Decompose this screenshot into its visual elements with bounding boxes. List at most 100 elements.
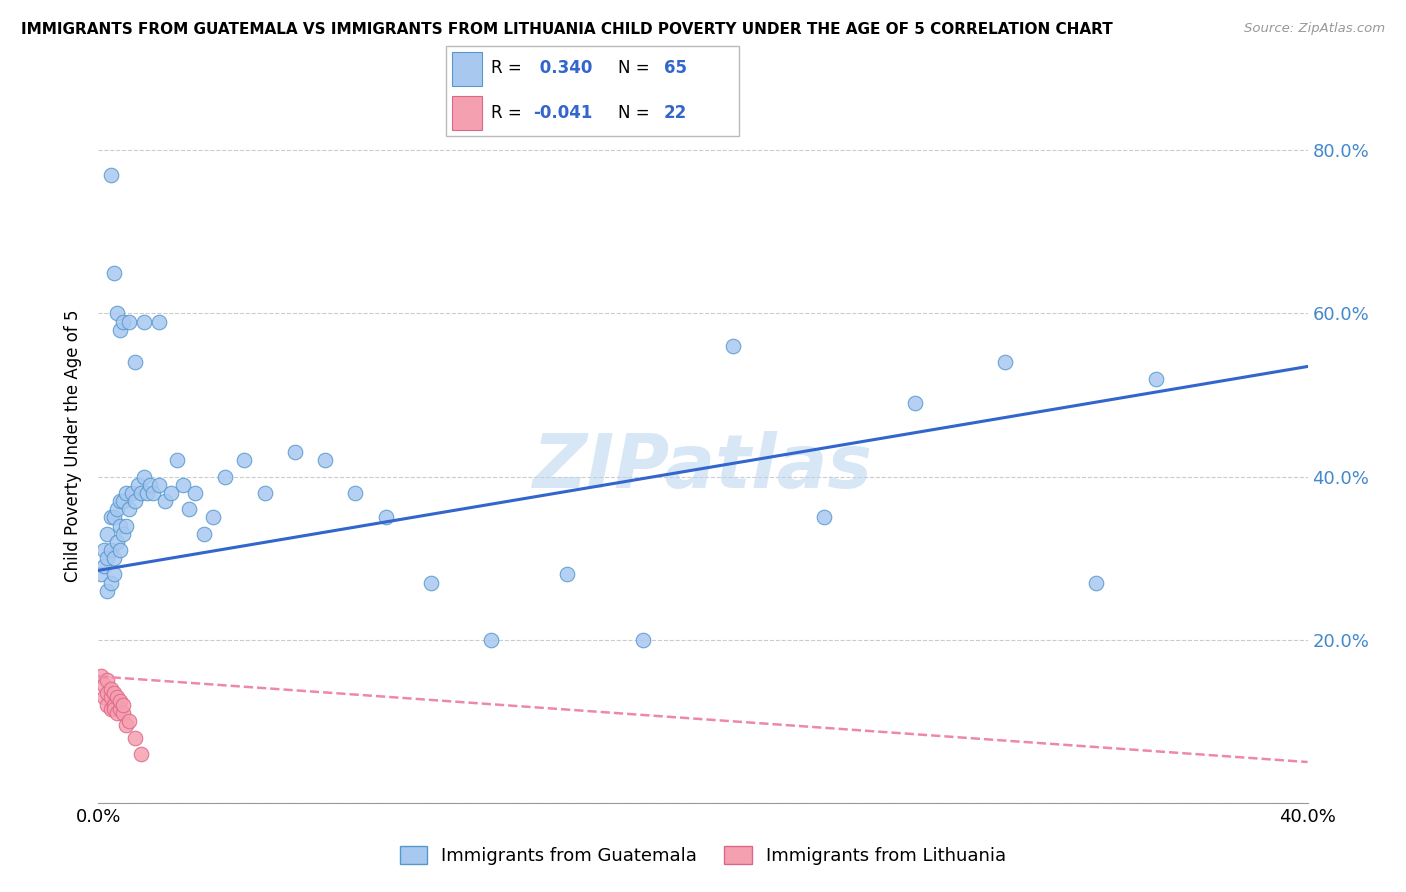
- Point: [132, 315, 155, 329]
- Point: [96, 551, 118, 566]
- Point: [284, 445, 307, 459]
- Point: [139, 477, 162, 491]
- Point: [105, 534, 128, 549]
- Point: [108, 702, 131, 716]
- Point: [108, 543, 131, 558]
- Point: [374, 510, 396, 524]
- Point: [108, 694, 131, 708]
- Point: [253, 486, 276, 500]
- Point: [90, 669, 112, 683]
- Point: [96, 686, 118, 700]
- Text: 0.340: 0.340: [534, 60, 592, 78]
- Point: [124, 731, 146, 745]
- Text: 65: 65: [664, 60, 686, 78]
- Point: [105, 706, 128, 720]
- Point: [90, 567, 112, 582]
- Point: [108, 494, 131, 508]
- Point: [108, 518, 131, 533]
- Point: [179, 502, 201, 516]
- Point: [135, 486, 157, 500]
- Point: [100, 543, 122, 558]
- Point: [129, 747, 152, 761]
- Point: [96, 526, 118, 541]
- Point: [631, 632, 654, 647]
- Point: [111, 526, 134, 541]
- Point: [93, 559, 115, 574]
- Text: R =: R =: [491, 104, 522, 122]
- Point: [153, 494, 176, 508]
- Point: [172, 477, 194, 491]
- Point: [111, 698, 134, 712]
- Point: [93, 543, 115, 558]
- Point: [132, 469, 155, 483]
- Point: [148, 315, 170, 329]
- Point: [96, 583, 118, 598]
- Text: ZIPatlas: ZIPatlas: [533, 431, 873, 504]
- Point: [96, 673, 118, 688]
- Text: Source: ZipAtlas.com: Source: ZipAtlas.com: [1244, 22, 1385, 36]
- Point: [142, 486, 165, 500]
- Point: [114, 718, 136, 732]
- Point: [148, 477, 170, 491]
- Point: [100, 690, 122, 704]
- Point: [103, 510, 125, 524]
- Point: [103, 702, 125, 716]
- Point: [813, 510, 835, 524]
- Point: [232, 453, 254, 467]
- Legend: Immigrants from Guatemala, Immigrants from Lithuania: Immigrants from Guatemala, Immigrants fr…: [392, 838, 1014, 872]
- Text: N =: N =: [619, 104, 650, 122]
- Point: [121, 486, 143, 500]
- Text: IMMIGRANTS FROM GUATEMALA VS IMMIGRANTS FROM LITHUANIA CHILD POVERTY UNDER THE A: IMMIGRANTS FROM GUATEMALA VS IMMIGRANTS …: [21, 22, 1112, 37]
- Point: [160, 486, 183, 500]
- Point: [127, 477, 149, 491]
- Y-axis label: Child Poverty Under the Age of 5: Child Poverty Under the Age of 5: [65, 310, 83, 582]
- Point: [114, 518, 136, 533]
- Point: [124, 355, 146, 369]
- Point: [103, 551, 125, 566]
- Point: [214, 469, 236, 483]
- Point: [96, 698, 118, 712]
- Point: [344, 486, 367, 500]
- Point: [114, 486, 136, 500]
- Point: [184, 486, 207, 500]
- Point: [118, 315, 141, 329]
- Point: [108, 323, 131, 337]
- Point: [105, 306, 128, 320]
- Point: [118, 714, 141, 729]
- Point: [555, 567, 578, 582]
- Point: [904, 396, 927, 410]
- Point: [93, 677, 115, 691]
- FancyBboxPatch shape: [451, 96, 482, 130]
- Point: [1144, 372, 1167, 386]
- Point: [111, 706, 134, 720]
- Point: [118, 502, 141, 516]
- Point: [420, 575, 443, 590]
- Point: [100, 168, 122, 182]
- Point: [100, 702, 122, 716]
- Text: -0.041: -0.041: [534, 104, 593, 122]
- Point: [166, 453, 188, 467]
- Point: [100, 575, 122, 590]
- FancyBboxPatch shape: [451, 52, 482, 86]
- Text: 22: 22: [664, 104, 686, 122]
- Point: [723, 339, 745, 353]
- Text: R =: R =: [491, 60, 522, 78]
- Point: [314, 453, 336, 467]
- Point: [124, 494, 146, 508]
- Point: [1085, 575, 1108, 590]
- Text: N =: N =: [619, 60, 650, 78]
- Point: [103, 698, 125, 712]
- Point: [100, 681, 122, 696]
- Point: [129, 486, 152, 500]
- FancyBboxPatch shape: [446, 46, 740, 136]
- Point: [103, 567, 125, 582]
- Point: [105, 502, 128, 516]
- Point: [103, 686, 125, 700]
- Point: [100, 510, 122, 524]
- Point: [481, 632, 503, 647]
- Point: [193, 526, 215, 541]
- Point: [202, 510, 225, 524]
- Point: [994, 355, 1017, 369]
- Point: [93, 690, 115, 704]
- Point: [105, 690, 128, 704]
